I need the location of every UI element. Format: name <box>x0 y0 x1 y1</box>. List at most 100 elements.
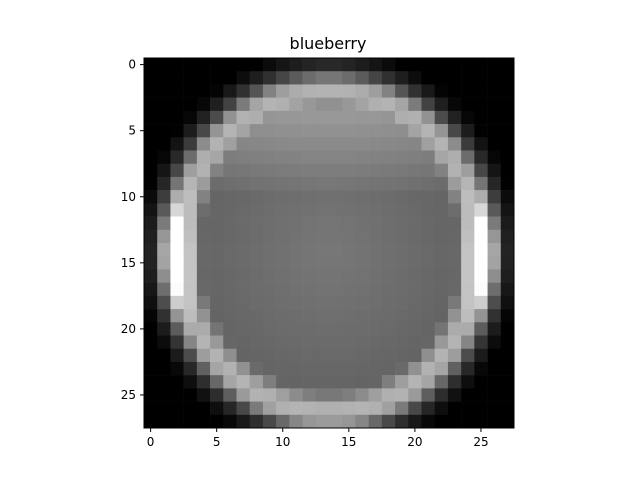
heatmap-cell <box>395 176 409 191</box>
heatmap-cell <box>434 348 449 363</box>
heatmap-cell <box>368 361 383 376</box>
heatmap-cell <box>249 124 264 138</box>
heatmap-cell <box>289 84 303 98</box>
heatmap-cell <box>302 71 317 85</box>
heatmap-cell <box>262 269 277 283</box>
heatmap-cell <box>249 348 264 363</box>
heatmap-cell <box>183 163 198 178</box>
heatmap-cell <box>461 71 475 85</box>
heatmap-cell <box>329 256 343 270</box>
heatmap-cell <box>408 375 422 389</box>
heatmap-cell <box>447 124 462 138</box>
heatmap-cell <box>447 137 462 151</box>
heatmap-cell <box>157 243 171 257</box>
heatmap-cell <box>249 190 264 204</box>
heatmap-cell <box>289 361 303 376</box>
heatmap-cell <box>223 150 237 165</box>
heatmap-cell <box>368 110 383 125</box>
heatmap-cell <box>262 97 277 112</box>
heatmap-cell <box>421 335 436 350</box>
heatmap-cell <box>487 110 502 125</box>
heatmap-cell <box>487 348 502 363</box>
heatmap-cell <box>487 322 502 336</box>
heatmap-cell <box>434 229 449 244</box>
heatmap-cell <box>223 309 237 323</box>
heatmap-cell <box>474 309 488 323</box>
heatmap-cell <box>170 216 184 231</box>
heatmap-cell <box>474 256 488 270</box>
heatmap-cell <box>302 176 317 191</box>
heatmap-cell <box>408 84 422 98</box>
heatmap-cell <box>342 203 356 217</box>
heatmap-cell <box>210 203 224 217</box>
heatmap-cell <box>447 176 462 191</box>
heatmap-cell <box>408 216 422 231</box>
heatmap-cell <box>276 110 290 125</box>
heatmap-cell <box>302 295 317 310</box>
heatmap-cell <box>302 137 317 151</box>
heatmap-cell <box>183 176 198 191</box>
heatmap-cell <box>381 348 396 363</box>
heatmap-cell <box>315 84 330 98</box>
heatmap-cell <box>276 309 290 323</box>
heatmap-cell <box>421 322 436 336</box>
heatmap-cell <box>421 229 436 244</box>
heatmap-cell <box>395 124 409 138</box>
heatmap-cell <box>421 414 436 429</box>
heatmap-cell <box>447 243 462 257</box>
heatmap-cell <box>421 348 436 363</box>
heatmap-cell <box>368 401 383 416</box>
heatmap-cell <box>315 203 330 217</box>
heatmap-cell <box>474 335 488 350</box>
heatmap-cell <box>434 110 449 125</box>
heatmap-cell <box>447 295 462 310</box>
heatmap-cell <box>355 256 369 270</box>
heatmap-cell <box>196 375 211 389</box>
heatmap-cell <box>223 203 237 217</box>
heatmap-cell <box>329 243 343 257</box>
heatmap-cell <box>395 361 409 376</box>
heatmap-cell <box>474 388 488 402</box>
heatmap-cell <box>434 309 449 323</box>
heatmap-cell <box>223 388 237 402</box>
heatmap-cell <box>315 58 330 72</box>
heatmap-cell <box>368 203 383 217</box>
heatmap-cell <box>381 203 396 217</box>
heatmap-cell <box>289 243 303 257</box>
heatmap-cell <box>329 295 343 310</box>
heatmap-cell <box>315 309 330 323</box>
heatmap-cell <box>315 375 330 389</box>
heatmap-cell <box>474 216 488 231</box>
heatmap-cell <box>421 203 436 217</box>
heatmap-cell <box>368 388 383 402</box>
heatmap-cell <box>447 256 462 270</box>
heatmap-cell <box>421 137 436 151</box>
heatmap-cell <box>157 84 171 98</box>
heatmap-cell <box>144 110 158 125</box>
heatmap-cell <box>236 375 251 389</box>
heatmap-cell <box>289 203 303 217</box>
heatmap-cell <box>461 124 475 138</box>
heatmap-cell <box>500 176 515 191</box>
heatmap-cell <box>276 124 290 138</box>
heatmap-cell <box>276 361 290 376</box>
heatmap-cell <box>144 216 158 231</box>
heatmap-cell <box>421 216 436 231</box>
heatmap-cell <box>144 295 158 310</box>
heatmap-cell <box>342 58 356 72</box>
y-tick-label: 5 <box>128 124 136 138</box>
heatmap-cell <box>276 414 290 429</box>
heatmap-cell <box>183 84 198 98</box>
heatmap-cell <box>342 401 356 416</box>
heatmap-cell <box>329 137 343 151</box>
heatmap-cell <box>249 97 264 112</box>
heatmap-cell <box>461 58 475 72</box>
heatmap-cell <box>183 216 198 231</box>
heatmap-cell <box>315 216 330 231</box>
heatmap-cell <box>395 282 409 297</box>
heatmap-cell <box>157 375 171 389</box>
y-tick-label: 25 <box>121 388 136 402</box>
heatmap-cell <box>408 71 422 85</box>
heatmap-cell <box>474 84 488 98</box>
heatmap-cell <box>368 229 383 244</box>
